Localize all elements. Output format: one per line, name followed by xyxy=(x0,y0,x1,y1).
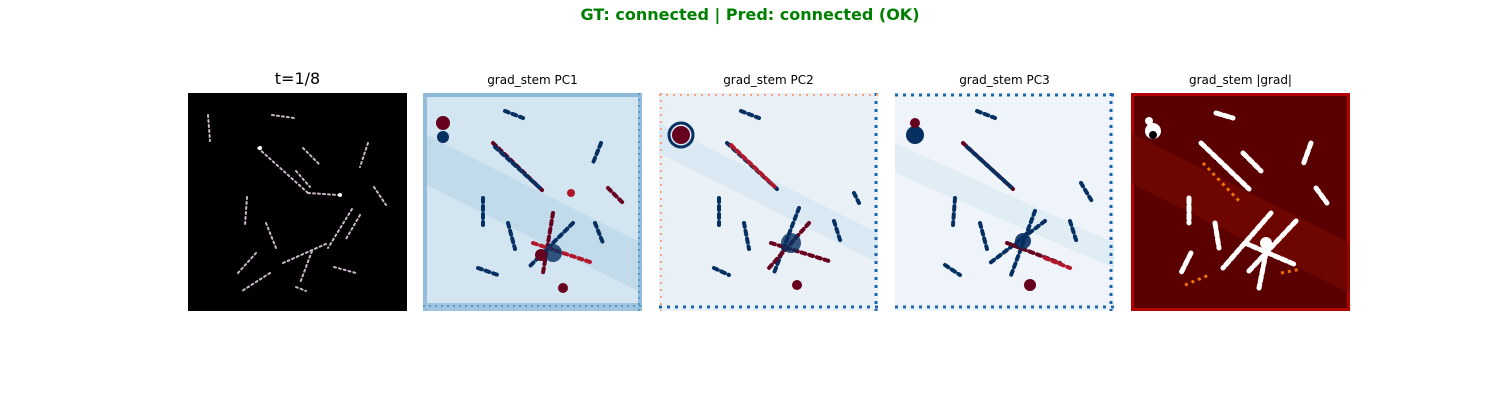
panel-pc2: grad_stem PC2 xyxy=(659,68,878,311)
pc3-heatmap xyxy=(895,93,1114,311)
panel-title: grad_stem |grad| xyxy=(1189,73,1292,87)
panel-pc3: grad_stem PC3 xyxy=(895,68,1114,311)
figure-suptitle: GT: connected | Pred: connected (OK) xyxy=(580,5,920,24)
panel-input-frame: t=1/8 xyxy=(188,68,407,311)
pc2-heatmap xyxy=(659,93,878,311)
pc1-heatmap xyxy=(423,93,642,311)
panel-title: t=1/8 xyxy=(274,69,321,88)
panel-title: grad_stem PC2 xyxy=(723,73,814,87)
input-image xyxy=(188,93,407,311)
panel-title: grad_stem PC1 xyxy=(487,73,578,87)
panel-grad-magnitude: grad_stem |grad| xyxy=(1131,68,1350,311)
panel-title: grad_stem PC3 xyxy=(959,73,1050,87)
grad-magnitude-heatmap xyxy=(1131,93,1350,311)
panel-pc1: grad_stem PC1 xyxy=(423,68,642,311)
